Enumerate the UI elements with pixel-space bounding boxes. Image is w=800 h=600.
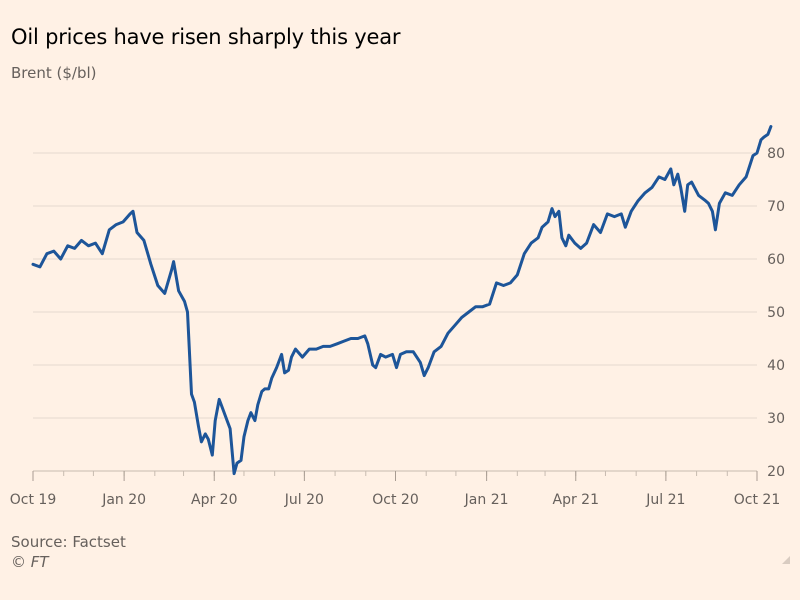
x-tick-label: Oct 21 [734, 492, 780, 508]
x-tick-label: Apr 20 [191, 492, 237, 508]
x-tick-label: Oct 19 [10, 492, 56, 508]
chart-subtitle: Brent ($/bl) [11, 64, 97, 82]
series-layer [31, 125, 773, 476]
x-tick-label: Jul 20 [284, 492, 324, 508]
series-line [31, 125, 773, 476]
y-tick-label: 30 [767, 411, 785, 427]
x-tick-label: Oct 20 [372, 492, 418, 508]
source-note: Source: Factset [11, 533, 126, 551]
y-axis: 20 30 40 50 60 70 80 [767, 146, 785, 480]
x-axis: Oct 19 Jan 20 Apr 20 Jul 20 Oct 20 Jan 21 Apr … [10, 471, 780, 508]
y-tick-label: 50 [767, 305, 785, 321]
x-tick-label: Jan 21 [464, 492, 509, 508]
x-tick-label: Jan 20 [101, 492, 146, 508]
y-tick-label: 70 [767, 199, 785, 215]
gridlines [33, 152, 757, 472]
y-tick-label: 40 [767, 358, 785, 374]
x-tick-label: Apr 21 [553, 492, 599, 508]
copyright-note: © FT [11, 553, 49, 571]
chart-title: Oil prices have risen sharply this year [11, 25, 401, 49]
y-tick-label: 20 [767, 464, 785, 480]
y-tick-label: 80 [767, 146, 785, 162]
y-tick-label: 60 [767, 252, 785, 268]
x-tick-label: Jul 21 [645, 492, 685, 508]
resize-handle-icon[interactable] [782, 556, 790, 564]
